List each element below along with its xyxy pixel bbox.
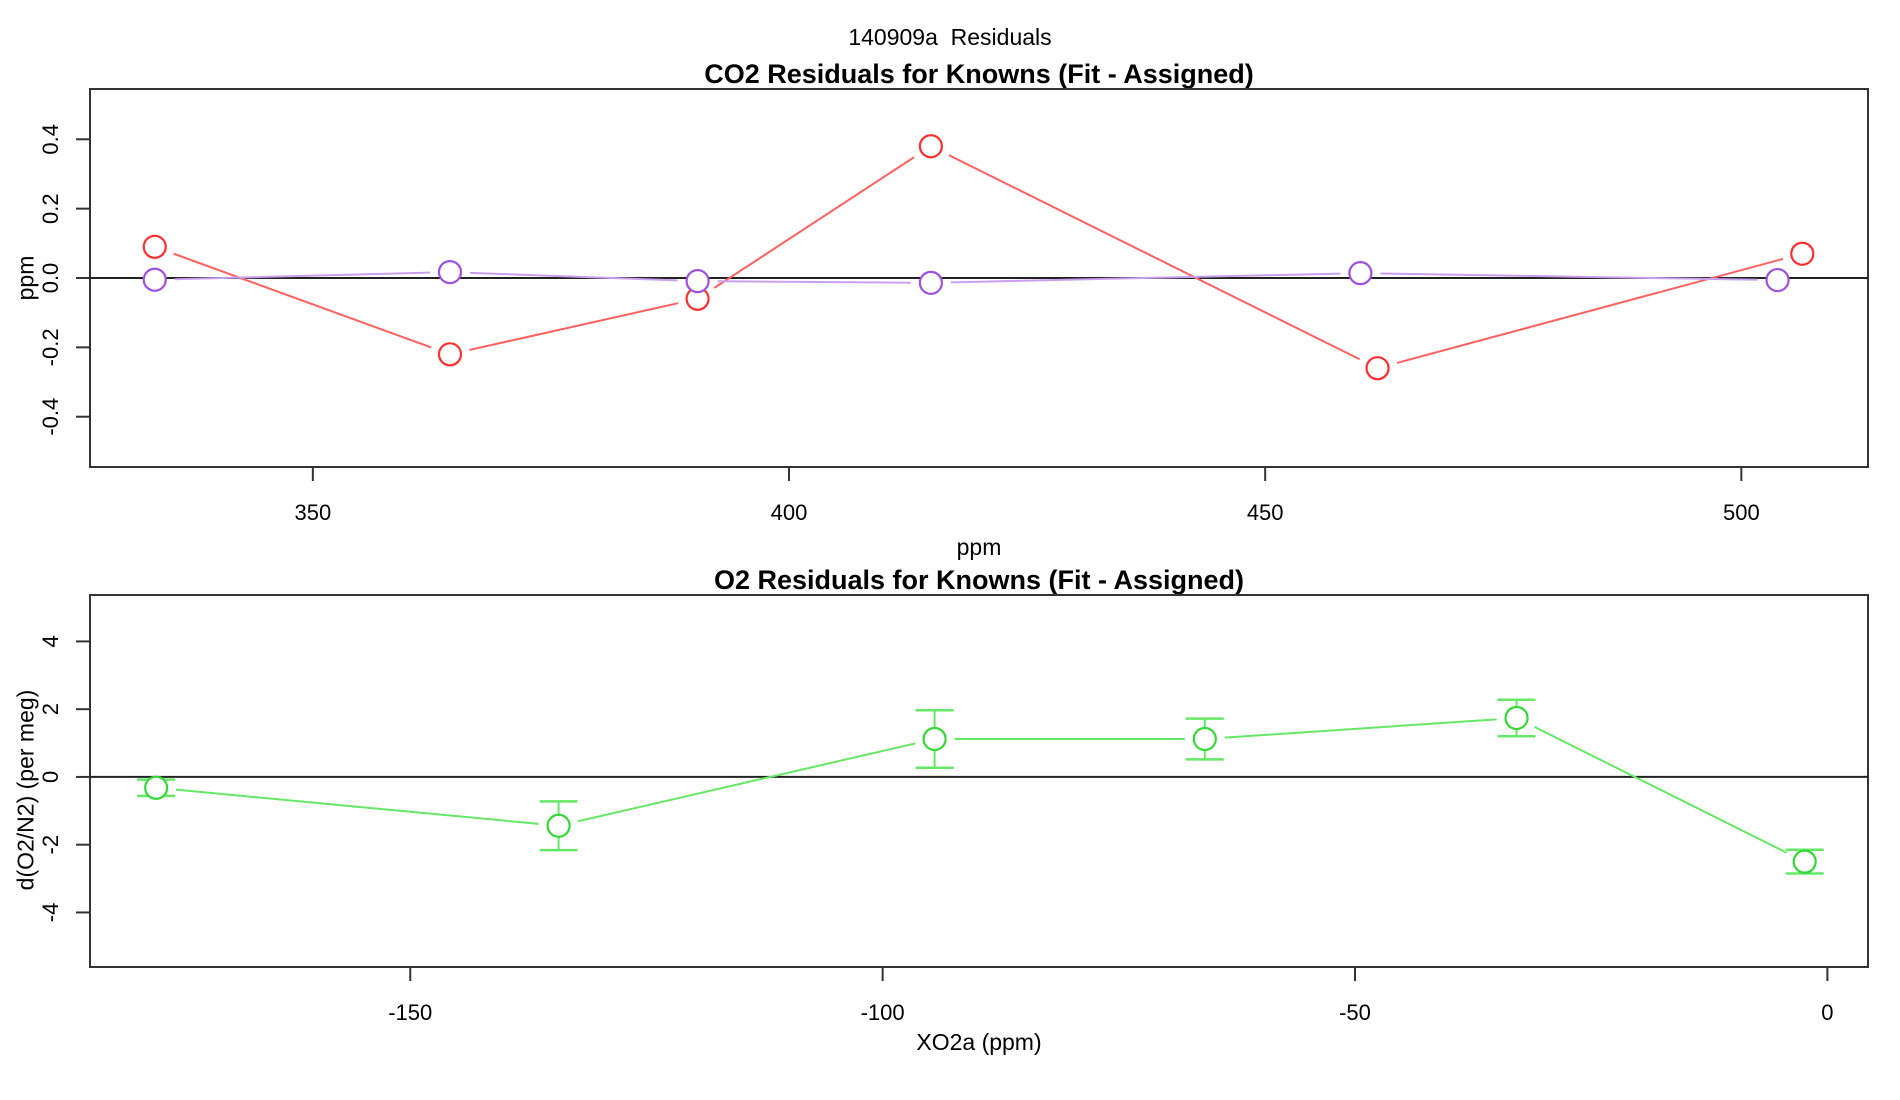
co2-residuals-purple-series [142,260,1790,295]
o2-residuals-green-point [144,775,169,800]
o2-residuals-chart: -150 -100 -50 0 -4 -2 0 2 4 [38,594,1869,1025]
x-tick-label: 400 [771,500,808,525]
y-tick-label: -4 [38,903,63,923]
plot-box [89,594,1869,968]
co2-plot-title: CO2 Residuals for Knowns (Fit - Assigned… [704,59,1254,89]
co2-residuals-red-point [918,134,944,159]
co2-residuals-red-series [142,134,1815,381]
y-tick-label: 4 [38,635,63,647]
x-tick-label: 350 [294,500,331,525]
o2-residuals-green-point [546,813,571,838]
y-tick-label: 0.4 [38,124,63,155]
co2-residuals-red-point [1365,356,1390,381]
o2-residuals-green-point [1504,705,1529,731]
series-segment [577,742,916,823]
co2-residuals-purple-point [1348,261,1373,286]
series-segment [717,280,911,284]
y-tick-label: 0 [38,771,63,783]
series-segment [173,252,432,349]
co2-residuals-red-point [1790,241,1815,266]
x-tick-label: 0 [1821,1000,1833,1025]
co2-residuals-purple-point [685,269,710,294]
series-segment [950,272,1341,284]
y-tick-label: 2 [38,703,63,715]
o2-xaxis-label: XO2a (ppm) [916,1029,1042,1055]
co2-residuals-purple-point [918,270,944,295]
x-tick-label: -100 [861,1000,905,1025]
co2-residuals-red-point [142,234,167,259]
o2-residuals-green-point [922,726,947,752]
o2-residuals-green-series [137,698,1824,875]
series-segment [1534,726,1788,854]
x-tick-label: -50 [1339,1000,1371,1025]
page-title: 140909a Residuals [848,24,1052,50]
series-segment [948,154,1361,361]
y-tick-label: -0.4 [38,398,63,436]
series-segment [174,271,431,281]
series-segment [175,788,539,825]
y-tick-label: -2 [38,835,63,855]
series-segment [1224,718,1497,739]
o2-plot-title: O2 Residuals for Knowns (Fit - Assigned) [713,565,1245,595]
x-tick-label: 500 [1723,500,1760,525]
x-tick-label: -150 [388,1000,432,1025]
o2-residuals-green-point [1192,726,1217,752]
co2-residuals-purple-point [142,267,167,292]
co2-residuals-chart: 350 400 450 500 -0.4 -0.2 0.0 0.2 0.4 [38,88,1869,525]
co2-residuals-red-point [437,342,463,367]
series-segment [713,156,915,289]
co2-xaxis-label: ppm [956,534,1002,560]
series-segment [1396,257,1784,364]
series-segment [1380,272,1758,281]
series-segment [469,302,679,351]
y-tick-label: -0.2 [38,328,63,366]
co2-residuals-purple-point [437,260,463,285]
co2-residuals-purple-point [1765,267,1790,293]
y-tick-label: 0.2 [38,193,63,224]
y-tick-label: 0.0 [38,263,63,294]
o2-residuals-green-point [1792,849,1817,874]
series-segment [469,271,678,282]
x-tick-label: 450 [1247,500,1284,525]
